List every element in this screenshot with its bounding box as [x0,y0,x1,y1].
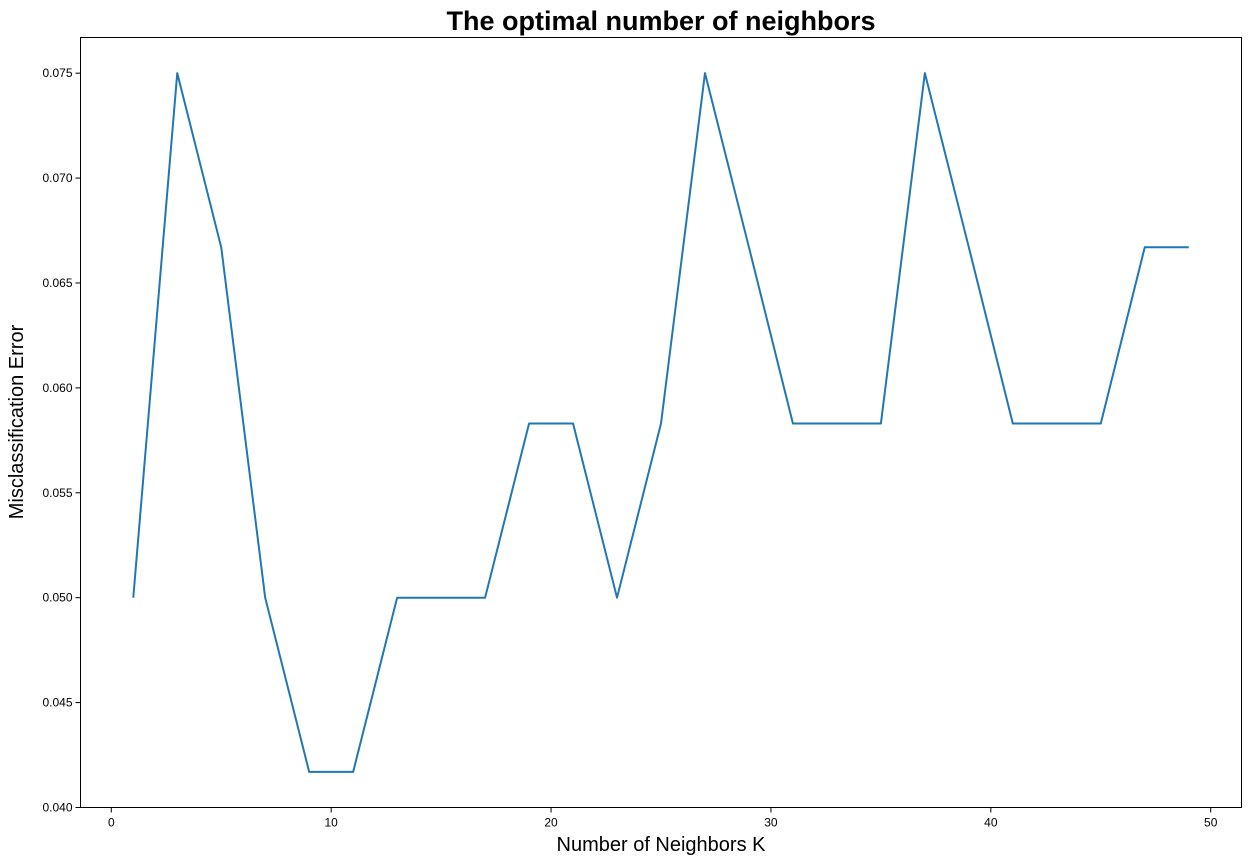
series-line [132,72,1189,773]
y-tick-label: 0.070 [42,171,72,185]
plot-area: 0 10 20 30 40 50 0.0400.0450.0500.0550.0600.0… [42,37,1242,830]
y-tick-label: 0.050 [42,591,72,605]
x-tick-label: 40 [984,816,998,830]
y-axis-ticks: 0.040 0.045 0.050 0.055 0.060 0.065 0.070 0.075 [42,66,81,815]
y-tick-label: 0.055 [42,486,72,500]
y-axis-label: Misclassification Error [6,324,28,519]
y-tick-label: 0.040 [42,801,72,815]
x-tick-label: 0 [108,816,115,830]
y-tick-label: 0.060 [42,381,72,395]
plot-frame [80,37,1242,808]
x-tick-label: 50 [1204,816,1218,830]
x-tick-label: 20 [544,816,558,830]
y-tick-label: 0.045 [42,696,72,710]
chart-title: The optimal number of neighbors [446,6,875,36]
x-tick-label: 30 [764,816,778,830]
x-axis-label: Number of Neighbors K [557,834,767,856]
y-tick-label: 0.075 [42,66,72,80]
series-layer [132,72,1189,773]
x-tick-label: 10 [324,816,338,830]
x-axis-ticks: 0 10 20 30 40 50 [108,807,1218,830]
y-tick-label: 0.065 [42,276,72,290]
